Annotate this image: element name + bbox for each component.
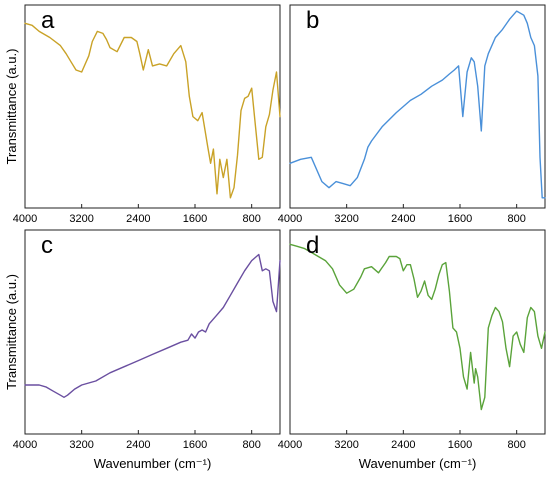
spectrum-line [24, 253, 281, 398]
x-tick-label: 1600 [448, 213, 472, 225]
x-tick-label: 800 [507, 439, 525, 451]
x-tick-label: 2400 [391, 213, 415, 225]
panel-a: 4000 3200 2400 1600 800 a Transmittance (a.u.) [4, 4, 281, 225]
x-tick-label: 3200 [69, 213, 93, 225]
spectrum-line [24, 22, 281, 199]
x-tick-label: 2400 [126, 439, 150, 451]
panel-label: b [306, 7, 319, 34]
x-tick-label: 800 [242, 439, 260, 451]
panel-c: 4000 3200 2400 1600 800 c Transmittance (a.u.)… [4, 229, 281, 471]
spectrum-line [289, 243, 546, 411]
x-axis-title: Wavenumber (cm⁻¹) [94, 456, 212, 471]
x-tick-label: 4000 [13, 439, 37, 451]
plot-area-frame [289, 229, 546, 435]
panel-label: c [41, 232, 53, 259]
x-tick-label: 2400 [126, 213, 150, 225]
panel-b: 4000 3200 2400 1600 800 b [278, 4, 546, 225]
spectrum-line [289, 10, 546, 199]
plot-area-frame [24, 4, 281, 209]
x-tick-label: 3200 [69, 439, 93, 451]
x-tick-label: 3200 [334, 213, 358, 225]
x-tick-label: 4000 [278, 213, 302, 225]
panel-label: a [41, 7, 55, 34]
x-tick-label: 800 [507, 213, 525, 225]
plot-area-frame [24, 229, 281, 435]
x-tick-label: 800 [242, 213, 260, 225]
x-tick-label: 1600 [183, 439, 207, 451]
x-tick-label: 3200 [334, 439, 358, 451]
x-tick-label: 1600 [448, 439, 472, 451]
x-tick-label: 4000 [278, 439, 302, 451]
x-tick-label: 4000 [13, 213, 37, 225]
x-axis-title: Wavenumber (cm⁻¹) [359, 456, 477, 471]
y-axis-title: Transmittance (a.u.) [4, 274, 19, 390]
panel-label: d [306, 232, 319, 259]
plot-area-frame [289, 4, 546, 209]
x-tick-label: 2400 [391, 439, 415, 451]
panel-d: 4000 3200 2400 1600 800 d Wavenumber (cm⁻¹) [278, 229, 546, 471]
x-tick-label: 1600 [183, 213, 207, 225]
y-axis-title: Transmittance (a.u.) [4, 49, 19, 165]
